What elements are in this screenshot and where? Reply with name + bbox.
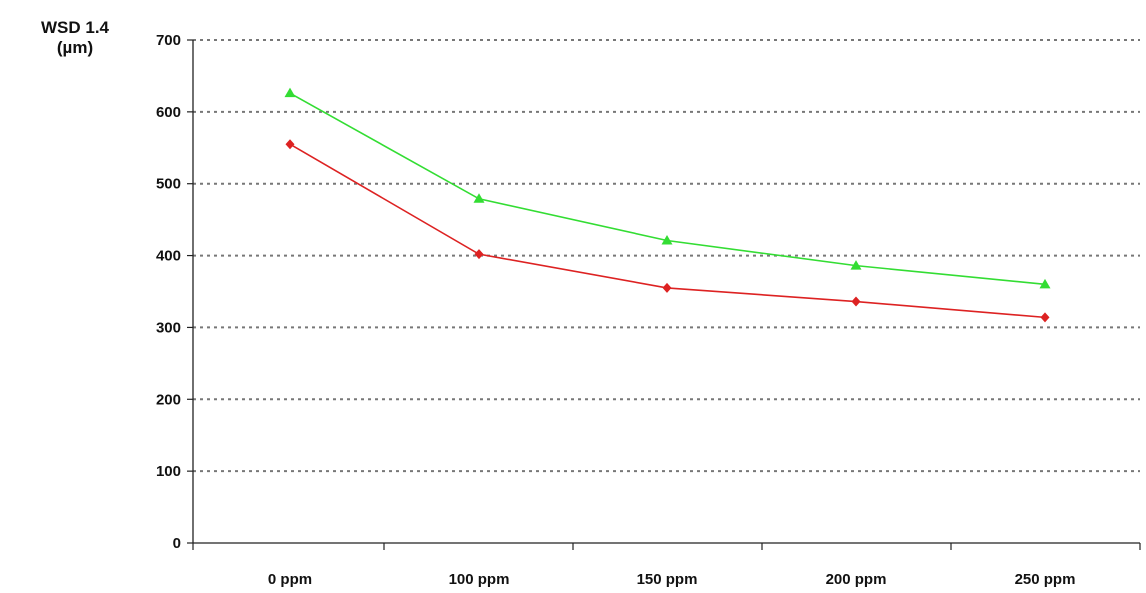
y-axis-title: WSD 1.4 (µm)	[20, 18, 130, 58]
series-1-point-0	[285, 139, 295, 150]
grid-layer	[193, 39, 1140, 473]
y-tick-label-400: 400	[156, 248, 181, 265]
series-1-point-4	[1040, 312, 1050, 323]
series-1-point-1	[474, 249, 484, 260]
y-tick-label-100: 100	[156, 463, 181, 480]
y-axis-title-line2: (µm)	[56, 38, 94, 57]
y-tick-label-0: 0	[173, 535, 181, 552]
x-tick-label-3: 200 ppm	[826, 571, 887, 588]
y-tick-label-700: 700	[156, 32, 181, 49]
y-tick-label-200: 200	[156, 391, 181, 408]
y-tick-label-500: 500	[156, 176, 181, 193]
x-tick-label-4: 250 ppm	[1015, 571, 1076, 588]
y-axis-title-line1: WSD 1.4	[40, 18, 110, 37]
series-0-point-1	[473, 193, 485, 203]
series-0-point-4	[1039, 278, 1051, 289]
series-0-point-0	[284, 87, 296, 98]
x-tick-label-1: 100 ppm	[449, 571, 510, 588]
series-0-point-2	[661, 234, 673, 245]
axis-layer	[187, 39, 1141, 550]
series-0-point-3	[850, 260, 862, 270]
y-tick-label-300: 300	[156, 319, 181, 336]
y-tick-label-600: 600	[156, 104, 181, 121]
series-1-point-3	[851, 296, 861, 307]
x-tick-label-2: 150 ppm	[637, 571, 698, 588]
series-layer	[284, 87, 1051, 323]
tick-label-layer: 0 100 200 300 400 500 600 700 0 ppm 100 ppm 150 pp…	[156, 32, 1075, 588]
x-tick-label-0: 0 ppm	[268, 571, 312, 588]
series-1-point-2	[662, 282, 672, 293]
